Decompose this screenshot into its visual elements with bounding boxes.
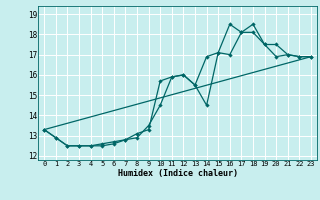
X-axis label: Humidex (Indice chaleur): Humidex (Indice chaleur) xyxy=(118,169,238,178)
